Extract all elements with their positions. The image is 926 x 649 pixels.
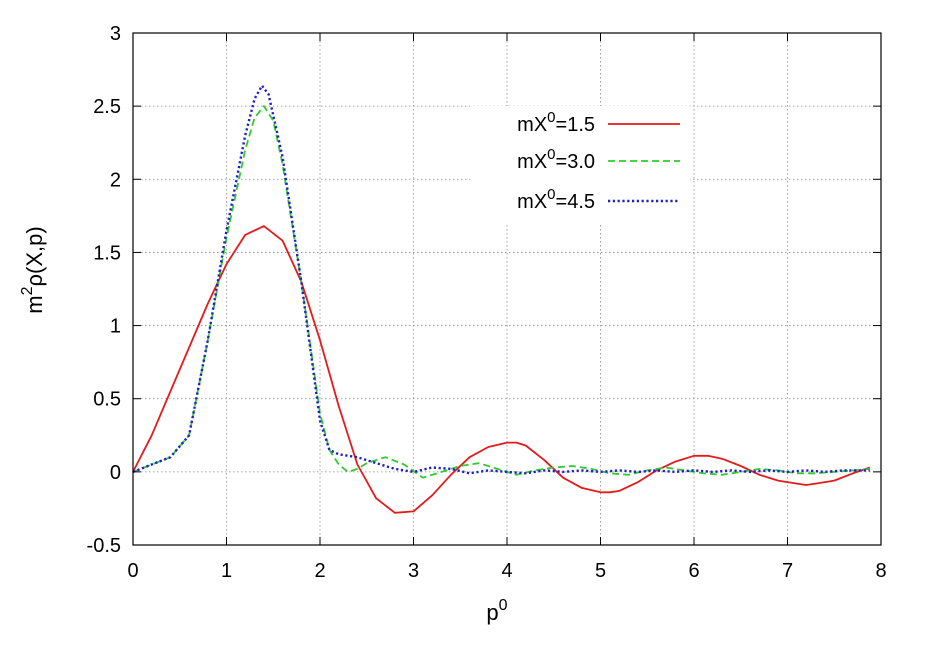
legend-label-1: mX0=1.5 [517, 109, 595, 136]
legend-background [470, 106, 690, 224]
legend-label-3: mX0=4.5 [517, 186, 595, 213]
y-tick-label: 1 [110, 316, 121, 338]
legend-label-2: mX0=3.0 [517, 146, 595, 173]
series-line-3 [132, 84, 870, 475]
y-tick-label: 1.5 [93, 242, 121, 264]
x-tick-label: 1 [221, 560, 232, 582]
y-tick-label: 0 [110, 462, 121, 484]
y-tick-label: 2 [110, 169, 121, 191]
x-tick-label: 0 [127, 560, 138, 582]
series-line-1 [132, 225, 871, 514]
series-lines [132, 84, 871, 514]
series-line-2 [132, 105, 870, 479]
x-axis-label: p0 [486, 597, 507, 625]
x-tick-label: 8 [875, 560, 886, 582]
x-tick-label: 6 [688, 560, 699, 582]
x-tick-label: 5 [595, 560, 606, 582]
x-tick-label: 3 [408, 560, 419, 582]
x-tick-label: 7 [782, 560, 793, 582]
y-tick-label: 2.5 [93, 96, 121, 118]
y-tick-label: -0.5 [87, 535, 121, 557]
y-tick-label: 0.5 [93, 389, 121, 411]
y-tick-label: 3 [110, 23, 121, 45]
x-tick-label: 4 [501, 560, 512, 582]
x-tick-label: 2 [314, 560, 325, 582]
legend: mX0=1.5 mX0=3.0 mX0=4.5 [470, 106, 690, 224]
axis-ticks: 0 1 2 3 4 5 6 7 8 -0.5 0 0.5 1 1.5 2 2.5 3 [87, 23, 887, 582]
y-axis-label: m2ρ(X,p) [19, 226, 47, 313]
